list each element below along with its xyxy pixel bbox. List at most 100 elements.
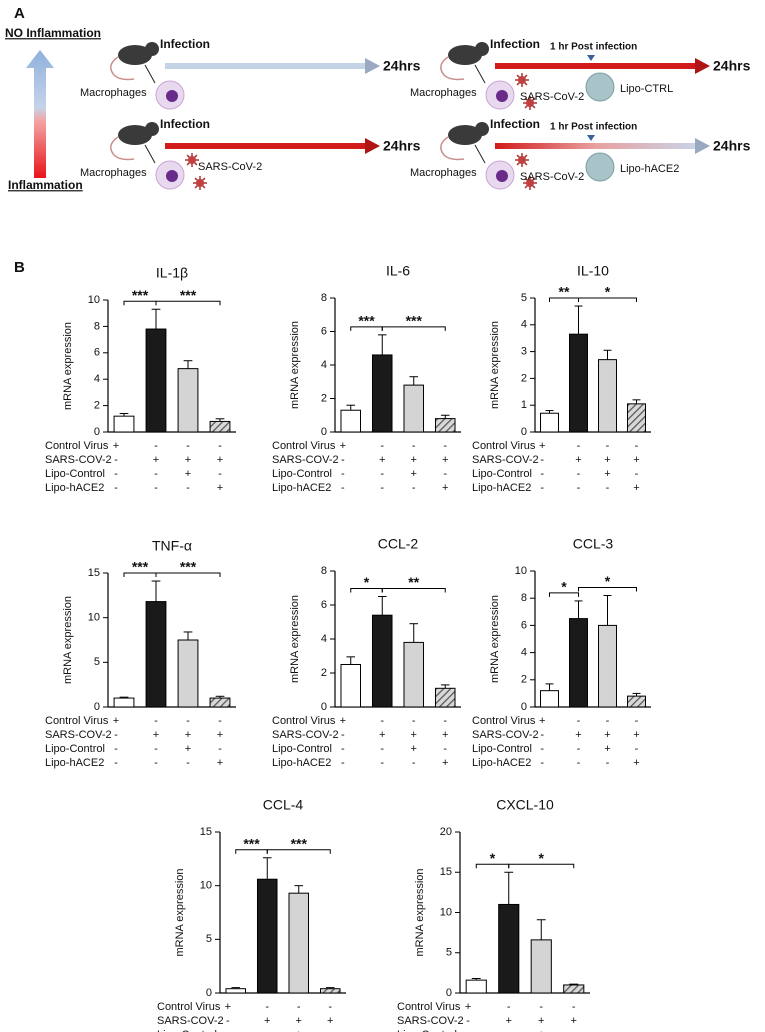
condition-sign: - bbox=[539, 1001, 543, 1013]
condition-label: Lipo-hACE2 bbox=[272, 757, 331, 769]
bar bbox=[371, 354, 393, 433]
significance-bracket bbox=[155, 300, 221, 306]
bar bbox=[627, 403, 646, 433]
bar bbox=[563, 984, 585, 994]
bar bbox=[530, 939, 552, 994]
condition-sign: - bbox=[114, 729, 118, 741]
condition-sign: - bbox=[635, 743, 639, 755]
y-tick-label: 10 bbox=[88, 294, 100, 306]
condition-sign: + bbox=[538, 1015, 544, 1027]
y-tick-label: 10 bbox=[440, 906, 452, 918]
condition-label: SARS-COV-2 bbox=[272, 454, 339, 466]
condition-label: Lipo-Control bbox=[472, 468, 532, 480]
condition-sign: - bbox=[606, 440, 610, 452]
mouse-head bbox=[145, 42, 159, 56]
condition-sign: + bbox=[379, 729, 385, 741]
significance-label: *** bbox=[180, 287, 197, 303]
condition-sign: - bbox=[380, 757, 384, 769]
y-tick-label: 1 bbox=[521, 399, 527, 411]
condition-sign: + bbox=[442, 482, 448, 494]
condition-sign: - bbox=[412, 757, 416, 769]
bar bbox=[498, 903, 520, 994]
chart-title: IL-10 bbox=[577, 263, 609, 279]
y-axis-label: mRNA expression bbox=[289, 595, 301, 683]
condition-sign: - bbox=[186, 757, 190, 769]
bar bbox=[113, 415, 135, 433]
condition-sign: - bbox=[577, 715, 581, 727]
condition-label: Lipo-hACE2 bbox=[472, 757, 531, 769]
virus bbox=[196, 179, 204, 187]
y-tick-label: 0 bbox=[321, 426, 327, 438]
condition-sign: - bbox=[540, 743, 544, 755]
significance-bracket bbox=[381, 326, 446, 331]
timing-label: 1 hr Post infection bbox=[550, 122, 637, 133]
condition-sign: + bbox=[465, 1001, 471, 1013]
condition-sign: + bbox=[442, 757, 448, 769]
significance-bracket bbox=[578, 297, 637, 303]
bar bbox=[465, 979, 487, 994]
condition-sign: + bbox=[340, 440, 346, 452]
condition-label: Control Virus bbox=[272, 440, 336, 452]
condition-sign: + bbox=[442, 729, 448, 741]
condition-label: Lipo-Control bbox=[272, 743, 332, 755]
infection-label: Infection bbox=[490, 117, 540, 131]
y-tick-label: 6 bbox=[321, 325, 327, 337]
cell-label: Macrophages bbox=[80, 167, 147, 179]
condition-sign: + bbox=[340, 715, 346, 727]
condition-sign: + bbox=[225, 1001, 231, 1013]
significance-bracket bbox=[266, 849, 331, 854]
condition-sign: - bbox=[114, 743, 118, 755]
condition-sign: + bbox=[604, 743, 610, 755]
virus-label: SARS-CoV-2 bbox=[198, 161, 262, 173]
condition-sign: - bbox=[226, 1015, 230, 1027]
bottom-label: Inflammation bbox=[8, 178, 83, 192]
condition-sign: - bbox=[635, 715, 639, 727]
y-axis-label: mRNA expression bbox=[489, 595, 501, 683]
arrow-shaft bbox=[165, 63, 365, 69]
gradient-arrow bbox=[26, 50, 54, 178]
condition-sign: - bbox=[218, 743, 222, 755]
condition-sign: - bbox=[341, 743, 345, 755]
significance-label: *** bbox=[243, 835, 260, 851]
mouse bbox=[448, 45, 482, 65]
bar bbox=[113, 697, 135, 708]
y-tick-label: 15 bbox=[440, 866, 452, 878]
mouse-head bbox=[475, 122, 489, 136]
chart-title: CCL-2 bbox=[378, 536, 419, 552]
significance-label: *** bbox=[180, 559, 197, 575]
condition-sign: - bbox=[380, 482, 384, 494]
macrophage-nucleus bbox=[166, 90, 178, 102]
y-axis-label: mRNA expression bbox=[62, 322, 74, 410]
chart-title: CXCL-10 bbox=[496, 797, 554, 813]
y-tick-label: 8 bbox=[321, 292, 327, 304]
condition-sign: + bbox=[633, 482, 639, 494]
bar bbox=[598, 624, 617, 708]
bar bbox=[209, 420, 231, 433]
condition-label: SARS-COV-2 bbox=[45, 454, 112, 466]
chart-title: CCL-3 bbox=[573, 536, 614, 552]
y-tick-label: 0 bbox=[206, 987, 212, 999]
y-tick-label: 5 bbox=[94, 656, 100, 668]
condition-sign: - bbox=[540, 482, 544, 494]
condition-sign: - bbox=[606, 715, 610, 727]
virus bbox=[518, 76, 526, 84]
condition-sign: + bbox=[185, 729, 191, 741]
y-tick-label: 4 bbox=[321, 359, 327, 371]
significance-label: * bbox=[539, 850, 545, 866]
mouse-tail bbox=[110, 56, 135, 81]
y-tick-label: 15 bbox=[88, 567, 100, 579]
condition-sign: - bbox=[466, 1029, 470, 1032]
condition-sign: - bbox=[466, 1015, 470, 1027]
infection-label: Infection bbox=[160, 37, 210, 51]
cell-label: Macrophages bbox=[80, 87, 147, 99]
bar bbox=[540, 690, 559, 708]
condition-sign: + bbox=[411, 743, 417, 755]
y-tick-label: 8 bbox=[321, 565, 327, 577]
condition-sign: + bbox=[604, 454, 610, 466]
cell-label: Macrophages bbox=[410, 87, 477, 99]
condition-label: Lipo-hACE2 bbox=[45, 482, 104, 494]
condition-sign: - bbox=[114, 468, 118, 480]
condition-sign: - bbox=[218, 468, 222, 480]
condition-label: Control Virus bbox=[157, 1001, 221, 1013]
treatment-label: Lipo-CTRL bbox=[620, 83, 673, 95]
